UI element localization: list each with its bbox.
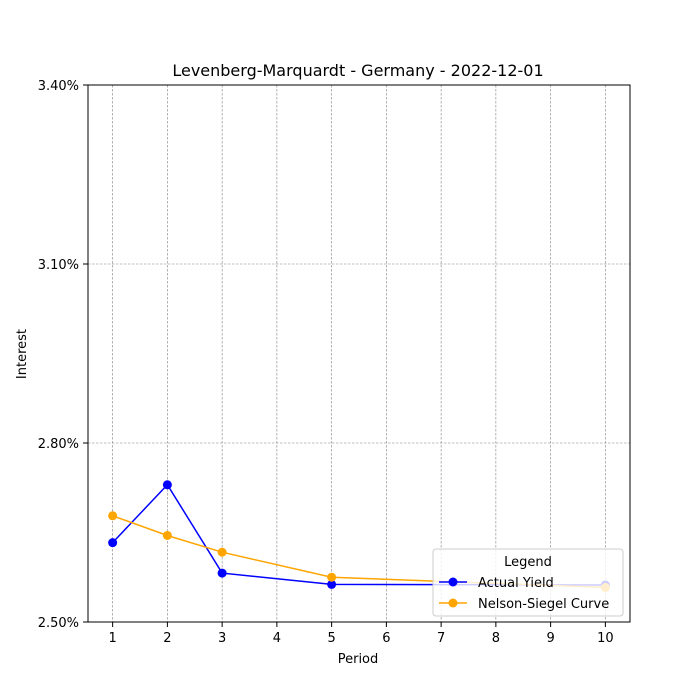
series-actual-yield	[108, 480, 610, 590]
legend-box	[432, 548, 624, 617]
data-point-actual-yield	[217, 568, 227, 578]
y-tick-label: 2.80%	[38, 437, 79, 452]
x-tick-label: 7	[437, 631, 445, 646]
legend-swatch-marker	[448, 598, 458, 608]
x-tick-label: 2	[163, 631, 171, 646]
legend-title: Legend	[504, 555, 552, 570]
legend-entry-actual-yield: Actual Yield	[439, 576, 554, 591]
x-tick-label: 10	[597, 631, 614, 646]
x-axis-label: Period	[338, 652, 379, 667]
x-tick-label: 4	[273, 631, 281, 646]
x-tick-label: 8	[492, 631, 500, 646]
x-tick-label: 5	[327, 631, 335, 646]
data-point-nelson-siegel-curve	[217, 547, 227, 557]
series-layer	[108, 480, 610, 592]
legend-label-actual-yield: Actual Yield	[478, 576, 554, 591]
legend: Legend Actual Yield Nelson-Siegel Curve	[432, 548, 624, 617]
legend-swatch-marker	[448, 577, 458, 587]
y-tick-label: 3.10%	[38, 258, 79, 273]
data-point-actual-yield	[327, 579, 337, 589]
chart-title: Levenberg-Marquardt - Germany - 2022-12-…	[172, 61, 543, 80]
x-tick-label: 9	[546, 631, 554, 646]
data-point-nelson-siegel-curve	[162, 530, 172, 540]
data-point-actual-yield	[162, 480, 172, 490]
ticks: 1 2 3 4 5 6 7 8 9 10 2.50% 2.80% 3.10% 3.40%	[38, 79, 614, 646]
y-tick-label: 3.40%	[38, 79, 79, 94]
legend-label-nelson-siegel-curve: Nelson-Siegel Curve	[478, 597, 609, 612]
data-point-nelson-siegel-curve	[327, 572, 337, 582]
x-tick-label: 6	[382, 631, 390, 646]
y-tick-label: 2.50%	[38, 616, 79, 631]
legend-entry-nelson-siegel-curve: Nelson-Siegel Curve	[439, 597, 609, 612]
y-axis-label: Interest	[15, 329, 30, 379]
data-point-nelson-siegel-curve	[108, 511, 118, 521]
plot-frame	[87, 84, 631, 623]
data-point-actual-yield	[108, 538, 118, 548]
x-tick-label: 3	[218, 631, 226, 646]
x-tick-label: 1	[108, 631, 116, 646]
